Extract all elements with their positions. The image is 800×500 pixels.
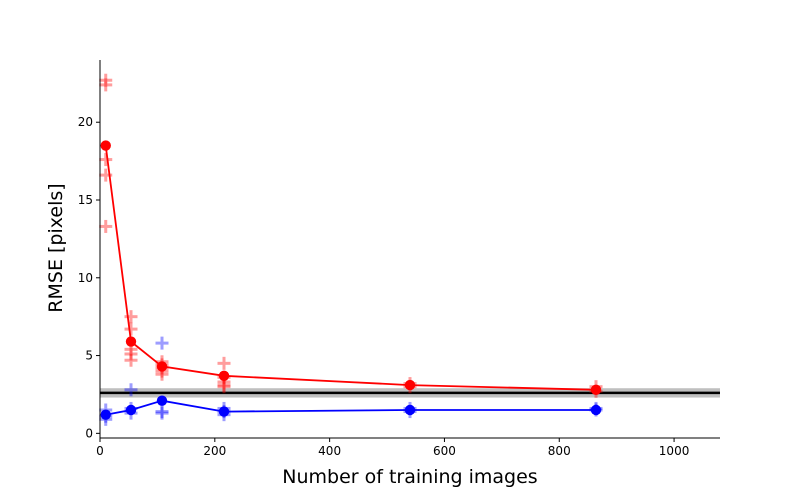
reference-layer [100,388,720,398]
individual-point [99,219,113,233]
y-tick-label: 0 [85,426,93,440]
mean-points-layer [100,140,602,420]
individual-point [99,153,113,167]
mean-point [404,379,416,391]
mean-point [125,404,137,416]
individual-point [99,73,113,87]
individual-point [155,336,169,350]
mean-point [590,384,602,395]
individual-point [155,406,169,420]
y-tick-label: 15 [78,193,93,207]
series-line [104,145,597,391]
mean-point [100,140,111,151]
x-tick-label: 400 [318,444,341,458]
x-tick-label: 600 [433,444,456,458]
mean-point [590,404,602,416]
y-tick-label: 10 [78,271,93,285]
axes-layer: 0 200 400 600 800 1000 0 5 10 15 20 [78,60,720,458]
mean-point [156,395,168,406]
individual-point [155,405,169,419]
mean-point [218,406,230,417]
individual-point [124,310,138,324]
individual-point [124,383,138,397]
individual-point [217,380,231,394]
individual-point [217,356,231,370]
y-axis-label: RMSE [pixels] [45,183,67,312]
series-lines-layer [104,145,597,416]
x-tick-label: 1000 [659,444,690,458]
x-axis-label: Number of training images [282,466,537,488]
individual-points-layer [99,73,603,426]
mean-point [100,409,111,420]
mean-point [125,336,137,347]
mean-point [156,361,168,372]
y-tick-label: 5 [85,349,93,363]
x-tick-label: 0 [96,444,104,458]
y-tick-label: 20 [78,115,93,129]
individual-point [99,78,113,92]
series-line [105,399,596,416]
individual-point [124,347,138,361]
x-tick-label: 800 [548,444,571,458]
individual-point [124,353,138,367]
x-tick-label: 200 [203,444,226,458]
mean-point [218,370,230,381]
mean-point [404,404,416,416]
individual-point [124,322,138,336]
